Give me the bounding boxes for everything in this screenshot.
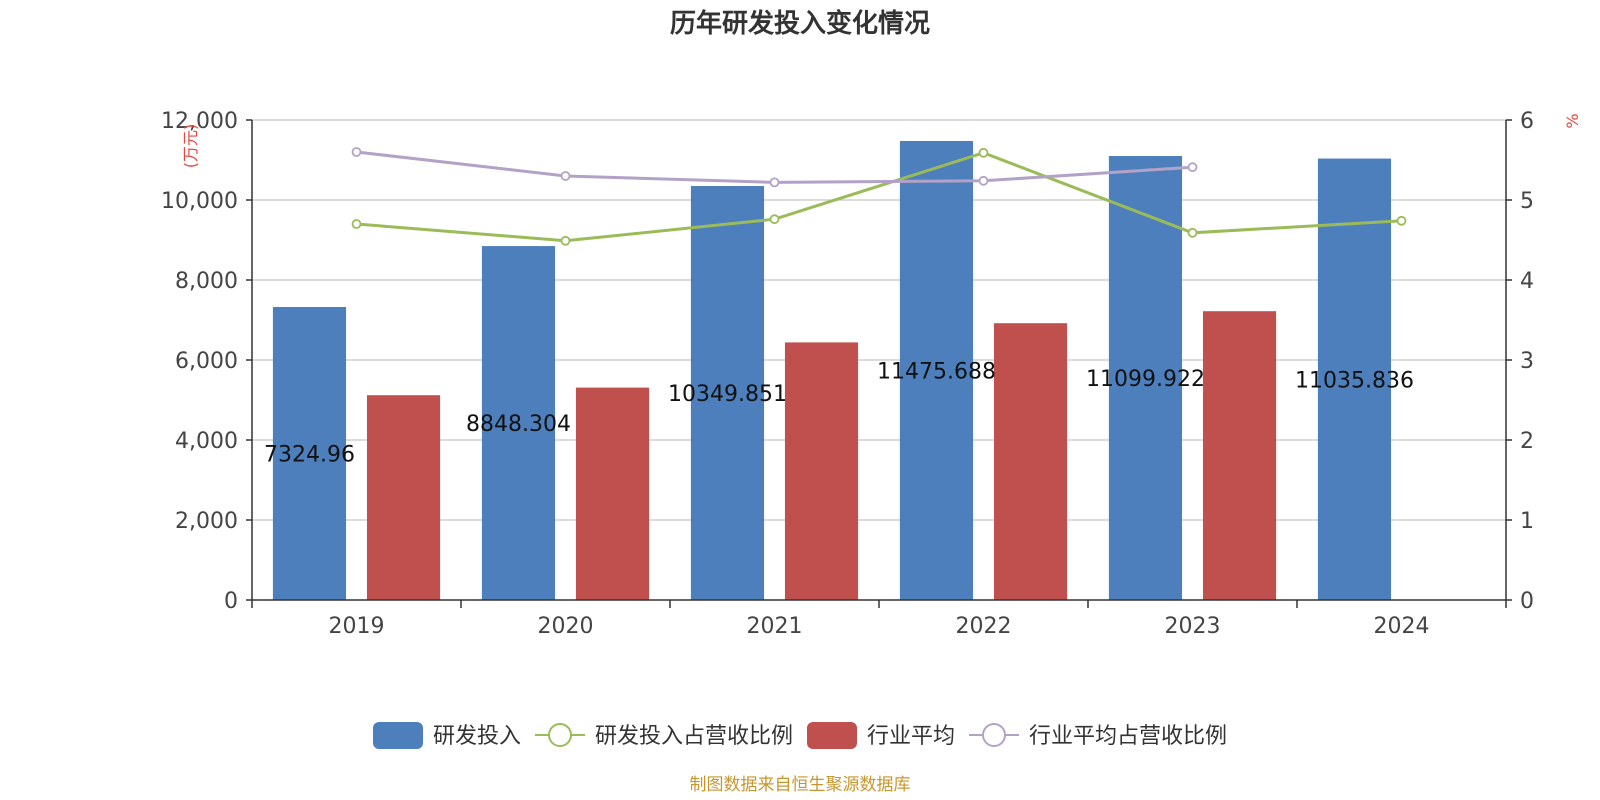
left-tick-label: 2,000	[175, 509, 238, 534]
line-point	[1396, 215, 1407, 226]
x-tick-label: 2022	[956, 614, 1012, 639]
right-tick-label: 4	[1520, 269, 1534, 294]
legend-label: 行业平均	[867, 724, 955, 749]
right-tick-label: 5	[1520, 189, 1534, 214]
bar-value-label: 11035.836	[1295, 368, 1414, 393]
axes: 0 2,000 4,000 6,000 8,000 10,000 12,000 0 1 2 3 4 5 6…	[161, 109, 1534, 639]
bar	[690, 186, 765, 600]
bar	[899, 140, 974, 600]
right-tick-label: 0	[1520, 589, 1534, 614]
series-line	[356, 151, 1402, 243]
left-tick-label: 0	[224, 589, 238, 614]
x-tick-label: 2023	[1165, 614, 1221, 639]
x-tick-label: 2019	[329, 614, 385, 639]
bar	[993, 323, 1068, 600]
legend-marker	[982, 723, 1006, 747]
line-point	[769, 214, 780, 225]
bar	[1108, 156, 1183, 600]
legend: 研发投入 研发投入占营收比例 行业平均 行业平均占营收比例	[373, 722, 1227, 749]
line-point	[1187, 227, 1198, 238]
bar	[366, 395, 441, 600]
right-tick-label: 1	[1520, 509, 1534, 534]
bar	[272, 307, 347, 600]
x-tick-label: 2020	[538, 614, 594, 639]
left-tick-label: 10,000	[161, 189, 238, 214]
bar-value-label: 7324.96	[264, 443, 355, 468]
line-point	[978, 147, 989, 158]
chart-title: 历年研发投入变化情况	[670, 8, 930, 39]
legend-marker	[548, 723, 572, 747]
bar-value-label: 11475.688	[877, 359, 996, 384]
legend-label: 研发投入占营收比例	[595, 724, 793, 749]
x-tick-label: 2024	[1374, 614, 1430, 639]
legend-label: 行业平均占营收比例	[1029, 724, 1227, 749]
line-point	[351, 147, 362, 157]
footer-source: 制图数据来自恒生聚源数据库	[690, 775, 911, 795]
bar	[1317, 158, 1392, 600]
x-tick-label: 2021	[747, 614, 803, 639]
left-tick-label: 4,000	[175, 429, 238, 454]
right-tick-label: 3	[1520, 349, 1534, 374]
line-point	[560, 235, 571, 246]
line-point	[351, 219, 362, 229]
left-tick-label: 8,000	[175, 269, 238, 294]
line-point	[769, 177, 780, 188]
bar	[1202, 311, 1277, 600]
bar	[481, 246, 556, 600]
bar-value-label: 11099.922	[1086, 367, 1205, 392]
right-tick-label: 2	[1520, 429, 1534, 454]
bar-value-label: 10349.851	[668, 382, 787, 407]
bar	[784, 342, 859, 600]
left-tick-label: 12,000	[161, 109, 238, 134]
line-point	[1187, 162, 1198, 173]
legend-swatch	[807, 722, 857, 749]
right-axis-unit: %	[1563, 113, 1582, 128]
bar	[575, 387, 650, 600]
lines	[351, 147, 1407, 246]
line-point	[560, 171, 571, 181]
grid	[252, 119, 1506, 521]
right-tick-label: 6	[1520, 109, 1534, 134]
bars	[272, 140, 1392, 600]
legend-label: 研发投入	[433, 724, 521, 749]
legend-swatch	[373, 722, 423, 749]
data-labels: 7324.96 8848.304 10349.851 11475.688 11099.9…	[264, 359, 1414, 467]
left-tick-label: 6,000	[175, 349, 238, 374]
left-axis-unit: (万元)	[181, 124, 200, 169]
bar-value-label: 8848.304	[466, 412, 571, 437]
line-point	[978, 175, 989, 186]
